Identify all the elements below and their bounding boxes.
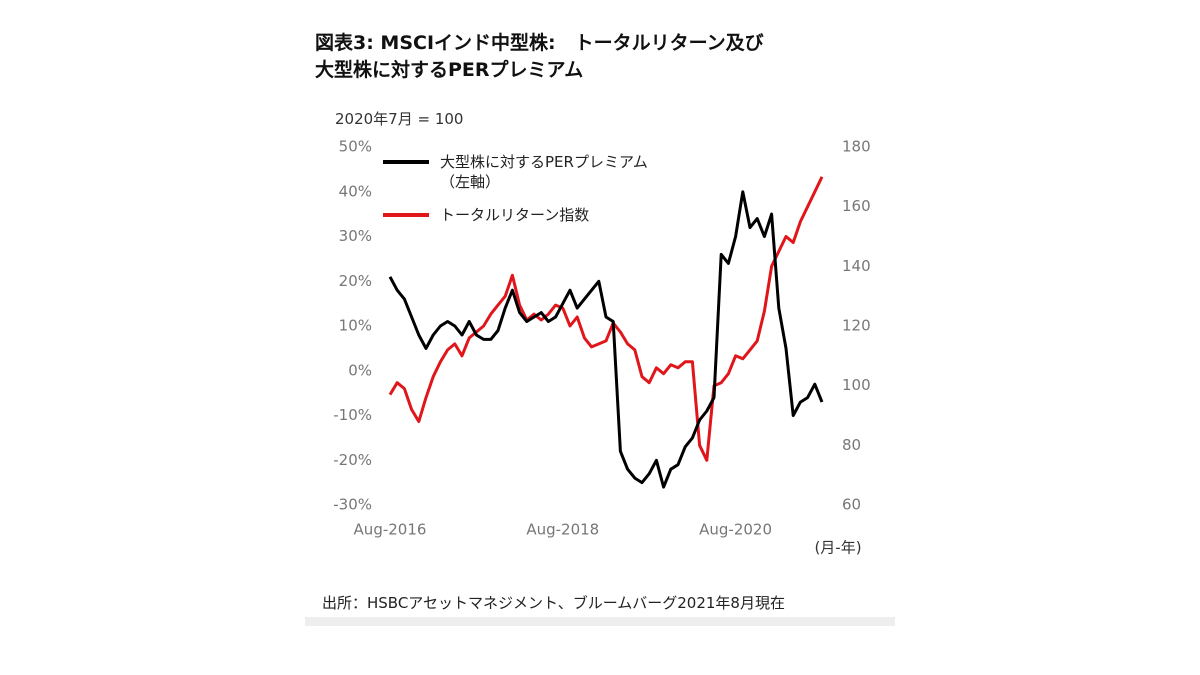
legend-swatch <box>383 213 429 217</box>
y2-tick-label: 160 <box>842 197 871 215</box>
x-tick-label: Aug-2020 <box>699 521 772 539</box>
series-line <box>388 190 824 489</box>
y-tick-label: 30% <box>339 227 372 245</box>
y2-tick-label: 120 <box>842 317 871 335</box>
y-tick-label: -30% <box>333 496 372 514</box>
legend-swatch <box>383 160 429 164</box>
y2-tick-label: 80 <box>842 436 861 454</box>
chart-title: 図表3: MSCIインド中型株: トータルリターン及び 大型株に対するPERプレ… <box>315 32 764 81</box>
y2-tick-label: 140 <box>842 257 871 275</box>
x-tick-label: Aug-2016 <box>354 521 427 539</box>
series-line <box>388 176 824 462</box>
y2-tick-label: 60 <box>842 496 861 514</box>
y-tick-label: 10% <box>339 317 372 335</box>
x-axis-unit: (月-年) <box>814 539 861 557</box>
footer-band <box>305 617 895 626</box>
subtitle: 2020年7月 = 100 <box>335 110 464 128</box>
y-tick-label: -20% <box>333 451 372 469</box>
y-tick-label: 20% <box>339 272 372 290</box>
source: 出所：HSBCアセットマネジメント、ブルームバーグ2021年8月現在 <box>322 594 785 612</box>
x-tick-label: Aug-2018 <box>526 521 599 539</box>
y-tick-label: 40% <box>339 182 372 200</box>
y-tick-label: -10% <box>333 406 372 424</box>
legend-label: トータルリターン指数 <box>440 206 590 224</box>
y-tick-label: 50% <box>339 138 372 156</box>
y-tick-label: 0% <box>348 361 372 379</box>
legend-label: 大型株に対するPERプレミアム （左軸） <box>440 153 648 191</box>
y2-tick-label: 100 <box>842 376 871 394</box>
y2-tick-label: 180 <box>842 138 871 156</box>
